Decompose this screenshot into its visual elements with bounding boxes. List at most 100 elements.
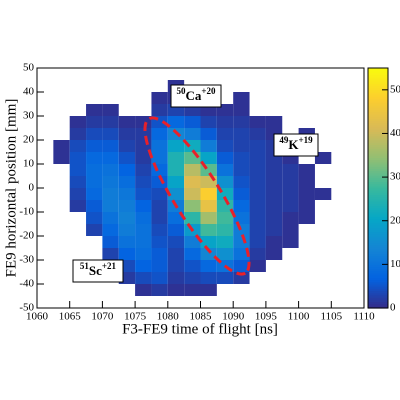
histogram-cell [233, 200, 250, 212]
x-tick-label: 1105 [321, 311, 343, 323]
colorbar-step [368, 209, 388, 213]
x-tick-label: 1070 [91, 311, 114, 323]
histogram-cell [135, 188, 152, 200]
histogram-cell [86, 200, 103, 212]
colorbar-step [368, 74, 388, 78]
colorbar-step [368, 107, 388, 111]
histogram-cell [102, 236, 119, 248]
annotation-charge: +20 [201, 86, 216, 96]
histogram-cell [265, 164, 283, 176]
colorbar-step [368, 218, 388, 222]
colorbar-step [368, 294, 388, 298]
colorbar-step [368, 109, 388, 113]
x-tick-label: 1110 [353, 311, 375, 323]
histogram-cell [53, 140, 70, 152]
colorbar-step [368, 251, 388, 255]
colorbar-step [368, 168, 388, 172]
histogram-cell [167, 260, 185, 272]
colorbar-step [368, 268, 388, 272]
colorbar-frame [367, 67, 389, 309]
colorbar-tick-label: 50 [390, 83, 400, 95]
histogram-cell [167, 188, 185, 200]
histogram-cell [233, 128, 250, 140]
histogram-cell [69, 152, 87, 164]
annotation-charge: +19 [298, 135, 313, 145]
colorbar-step [368, 161, 388, 165]
y-tick-label: -10 [19, 206, 34, 218]
colorbar-step [368, 94, 388, 97]
histogram-cell [102, 176, 119, 188]
histogram-cell [69, 128, 87, 140]
histogram-cell [167, 224, 185, 236]
colorbar-step [368, 249, 388, 252]
histogram-cell [167, 176, 185, 188]
x-axis-title: F3-FE9 time of flight [ns] [122, 321, 278, 337]
colorbar-step [368, 111, 388, 115]
histogram-cell [135, 176, 152, 188]
colorbar-step [368, 297, 388, 300]
histogram-cell [216, 236, 234, 248]
annotation: 51Sc+21 [80, 261, 117, 278]
histogram-cell [135, 284, 152, 296]
histogram-cell [86, 176, 103, 188]
histogram-cell [282, 176, 299, 188]
histogram-cell [135, 128, 152, 140]
histogram-cell [314, 152, 332, 164]
histogram-cell [233, 92, 250, 104]
colorbar-step [368, 201, 388, 204]
colorbar-step [368, 113, 388, 117]
histogram-cell [233, 212, 250, 224]
colorbar-step [368, 253, 388, 257]
colorbar-step [368, 155, 388, 159]
colorbar-step [368, 170, 388, 174]
colorbar-step [368, 72, 388, 76]
colorbar-tick-label: 10 [390, 258, 400, 270]
histogram-cell [249, 164, 266, 176]
annotation-box [273, 133, 319, 157]
histogram-cell [233, 236, 250, 248]
histogram-cell [249, 248, 266, 260]
histogram-cell [69, 188, 87, 200]
colorbar-step [368, 92, 388, 95]
colorbar-step [368, 179, 388, 183]
colorbar-step [368, 273, 388, 276]
colorbar-step [368, 279, 388, 283]
histogram-cell [216, 140, 234, 152]
colorbar-step [368, 292, 388, 296]
histogram-cell [265, 188, 283, 200]
histogram-cell [216, 116, 234, 128]
y-tick-label: 0 [29, 182, 35, 194]
histogram-cell [102, 188, 119, 200]
histogram-cell [86, 104, 103, 116]
histogram-cell [151, 200, 168, 212]
colorbar-step [368, 68, 388, 71]
colorbar-step [368, 172, 388, 176]
histogram-cell [86, 212, 103, 224]
colorbar-step [368, 164, 388, 167]
x-tick-label: 1100 [288, 311, 310, 323]
histogram-cell [135, 200, 152, 212]
histogram-cell [200, 212, 217, 224]
histogram-cell [233, 152, 250, 164]
colorbar-step [368, 133, 388, 137]
histogram-cell [249, 176, 266, 188]
histogram-cell [167, 140, 185, 152]
histogram-cell [69, 176, 87, 188]
histogram-cell [233, 272, 250, 284]
colorbar-step [368, 236, 388, 239]
histogram-cell [184, 116, 201, 128]
histogram-cell [151, 128, 168, 140]
histogram-cell [102, 200, 119, 212]
colorbar-step [368, 281, 388, 285]
histogram-cell [151, 92, 168, 104]
histogram-cell [151, 224, 168, 236]
histogram-cell [102, 224, 119, 236]
colorbar-step [368, 174, 388, 178]
histogram-cell [216, 248, 234, 260]
histogram-cell [151, 152, 168, 164]
histogram-cell [167, 284, 185, 296]
y-tick-label: 50 [23, 62, 35, 74]
x-tick-label: 1090 [222, 311, 245, 323]
colorbar-step [368, 153, 388, 156]
colorbar-step [368, 96, 388, 100]
